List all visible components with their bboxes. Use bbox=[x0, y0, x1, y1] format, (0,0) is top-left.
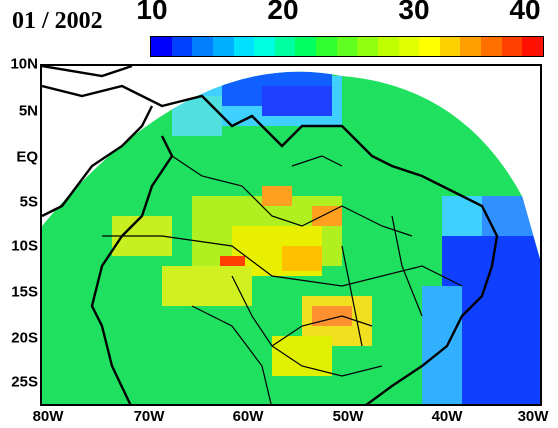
colorbar-cell bbox=[192, 37, 213, 56]
lat-label-20s: 20S bbox=[11, 329, 38, 347]
colorbar-tick-10: 10 bbox=[136, 0, 168, 25]
lat-label-10n: 10N bbox=[10, 55, 38, 73]
colorbar-cell bbox=[398, 37, 420, 56]
date-label: 01 / 2002 bbox=[12, 8, 103, 34]
colorbar-tick-20: 20 bbox=[267, 0, 299, 25]
colorbar-cell bbox=[481, 37, 502, 56]
colorbar-cell bbox=[274, 37, 296, 56]
colorbar-cell bbox=[295, 37, 316, 56]
colorbar-tick-30: 30 bbox=[398, 0, 430, 25]
lon-label-40w: 40W bbox=[431, 408, 463, 425]
colorbar-cell bbox=[233, 37, 255, 56]
colorbar-cell bbox=[419, 37, 440, 56]
colorbar-tick-40: 40 bbox=[509, 0, 541, 25]
map-frame bbox=[40, 64, 542, 406]
lat-label-10s: 10S bbox=[11, 237, 38, 255]
lat-label-25s: 25S bbox=[11, 373, 38, 391]
colorbar-cell bbox=[254, 37, 275, 56]
lon-label-30w: 30W bbox=[517, 408, 549, 425]
lon-label-70w: 70W bbox=[133, 408, 165, 425]
lat-label-15s: 15S bbox=[11, 283, 38, 301]
colorbar-cell bbox=[151, 37, 172, 56]
colorbar-cell bbox=[522, 37, 543, 56]
map-canvas bbox=[42, 66, 540, 404]
colorbar-cell bbox=[357, 37, 378, 56]
colorbar-cell bbox=[316, 37, 337, 56]
coastlines bbox=[42, 66, 499, 404]
lat-label-5s: 5S bbox=[19, 193, 38, 211]
colorbar-cell bbox=[336, 37, 358, 56]
colorbar-cell bbox=[460, 37, 481, 56]
colorbar-cell bbox=[212, 37, 234, 56]
colorbar-cell bbox=[439, 37, 461, 56]
lat-label-5n: 5N bbox=[18, 102, 38, 120]
lon-label-80w: 80W bbox=[32, 408, 64, 425]
colorbar bbox=[150, 36, 544, 57]
lon-label-50w: 50W bbox=[332, 408, 364, 425]
borders bbox=[102, 155, 463, 404]
lon-label-60w: 60W bbox=[232, 408, 264, 425]
colorbar-cell bbox=[377, 37, 399, 56]
colorbar-cell bbox=[171, 37, 193, 56]
lat-label-eq: EQ bbox=[16, 148, 38, 166]
colorbar-cell bbox=[501, 37, 523, 56]
data-field bbox=[42, 71, 540, 404]
